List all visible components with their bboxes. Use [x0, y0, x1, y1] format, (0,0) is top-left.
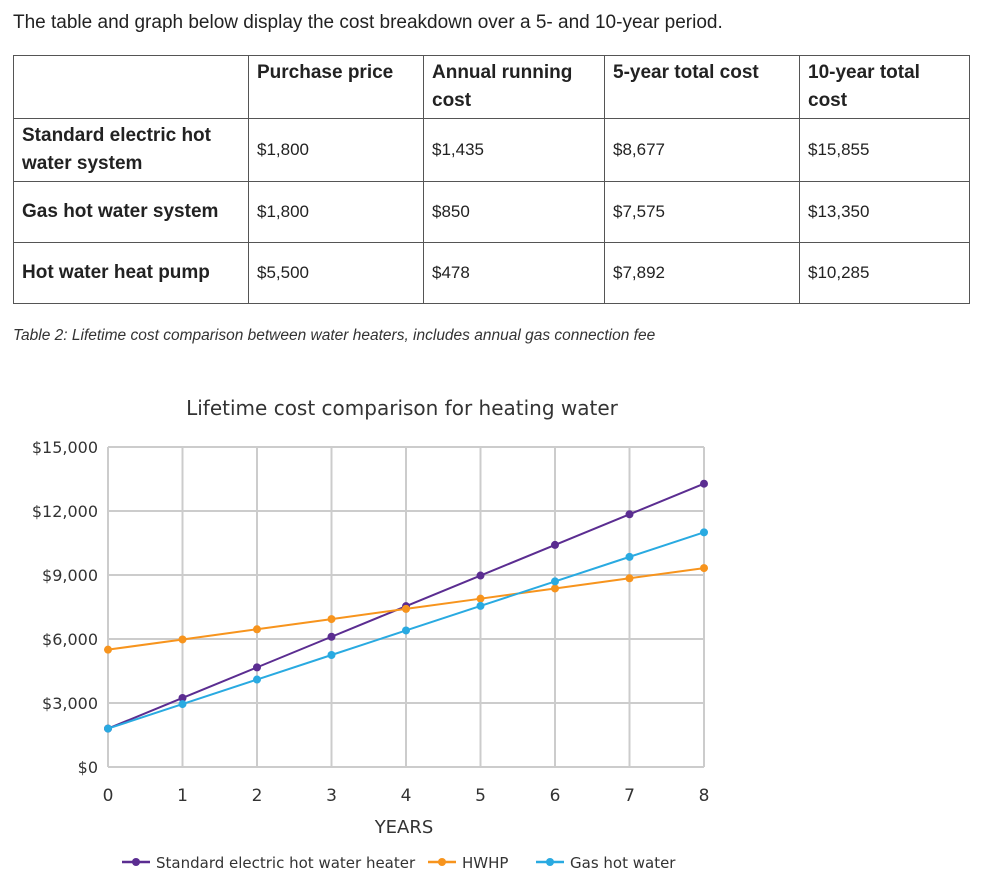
x-axis-label: YEARS [374, 817, 434, 838]
x-tick-label: 3 [326, 786, 337, 806]
legend-label: Standard electric hot water heater [156, 854, 416, 872]
table-header-row: Purchase price Annual running cost 5-yea… [13, 55, 970, 119]
cell: $7,575 [604, 181, 800, 243]
header-cell: Purchase price [248, 55, 424, 119]
data-point [178, 635, 187, 644]
data-point [104, 724, 112, 733]
cell: $478 [423, 242, 605, 304]
data-point [625, 552, 634, 561]
cell: $1,435 [423, 118, 605, 182]
x-tick-label: 6 [550, 786, 561, 806]
data-point [253, 663, 261, 672]
header-cell: Annual running cost [423, 55, 605, 119]
data-point [253, 675, 261, 684]
x-tick-label: 7 [624, 786, 635, 806]
legend-marker [132, 858, 140, 866]
data-point [476, 601, 485, 610]
x-tick-label: 1 [177, 786, 188, 806]
data-point [104, 645, 112, 654]
data-point [253, 625, 261, 634]
y-tick-label: $12,000 [32, 502, 98, 521]
x-tick-label: 5 [475, 786, 486, 806]
table-row: Hot water heat pump $5,500 $478 $7,892 $10,2… [13, 242, 970, 304]
legend-marker [438, 858, 446, 866]
y-tick-label: $0 [78, 758, 98, 777]
row-label: Hot water heat pump [13, 242, 249, 304]
data-point [402, 604, 410, 613]
y-tick-label: $3,000 [42, 694, 98, 713]
cell: $1,800 [248, 181, 424, 243]
table-row: Gas hot water system $1,800 $850 $7,575 $13,… [13, 181, 970, 243]
y-tick-label: $9,000 [42, 566, 98, 585]
x-tick-label: 2 [252, 786, 263, 806]
data-point [700, 564, 708, 573]
row-label: Gas hot water system [13, 181, 249, 243]
cell: $1,800 [248, 118, 424, 182]
header-cell: 10-year total cost [799, 55, 970, 119]
data-point [700, 528, 708, 537]
cell: $7,892 [604, 242, 800, 304]
data-point [625, 574, 634, 583]
data-point [700, 479, 708, 488]
x-tick-label: 0 [103, 786, 114, 806]
table-row: Standard electric hot water system $1,800… [13, 118, 970, 182]
data-point [327, 632, 336, 641]
data-point [178, 693, 187, 702]
y-tick-label: $15,000 [32, 438, 98, 457]
cell: $10,285 [799, 242, 970, 304]
data-point [551, 577, 559, 586]
line-chart: Lifetime cost comparison for heating wat… [32, 396, 710, 872]
cell: $15,855 [799, 118, 970, 182]
header-cell [13, 55, 249, 119]
data-point [551, 540, 559, 549]
table-caption: Table 2: Lifetime cost comparison betwee… [13, 327, 656, 344]
data-point [551, 584, 559, 593]
cost-table: Purchase price Annual running cost 5-yea… [13, 55, 970, 304]
cell: $850 [423, 181, 605, 243]
data-point [327, 651, 336, 659]
cell: $8,677 [604, 118, 800, 182]
row-label: Standard electric hot water system [13, 118, 249, 182]
intro-text: The table and graph below display the co… [13, 12, 723, 33]
data-point [402, 626, 410, 635]
legend-marker [546, 858, 554, 866]
data-point [327, 615, 336, 624]
data-point [476, 594, 485, 603]
data-point [178, 700, 187, 709]
data-point [476, 571, 485, 580]
x-tick-label: 8 [699, 786, 710, 806]
header-cell: 5-year total cost [604, 55, 800, 119]
data-point [625, 510, 634, 519]
chart-title: Lifetime cost comparison for heating wat… [186, 396, 619, 420]
cell: $5,500 [248, 242, 424, 304]
legend-label: HWHP [462, 854, 508, 872]
y-tick-label: $6,000 [42, 630, 98, 649]
legend-label: Gas hot water [570, 854, 676, 872]
cell: $13,350 [799, 181, 970, 243]
x-tick-label: 4 [401, 786, 412, 806]
